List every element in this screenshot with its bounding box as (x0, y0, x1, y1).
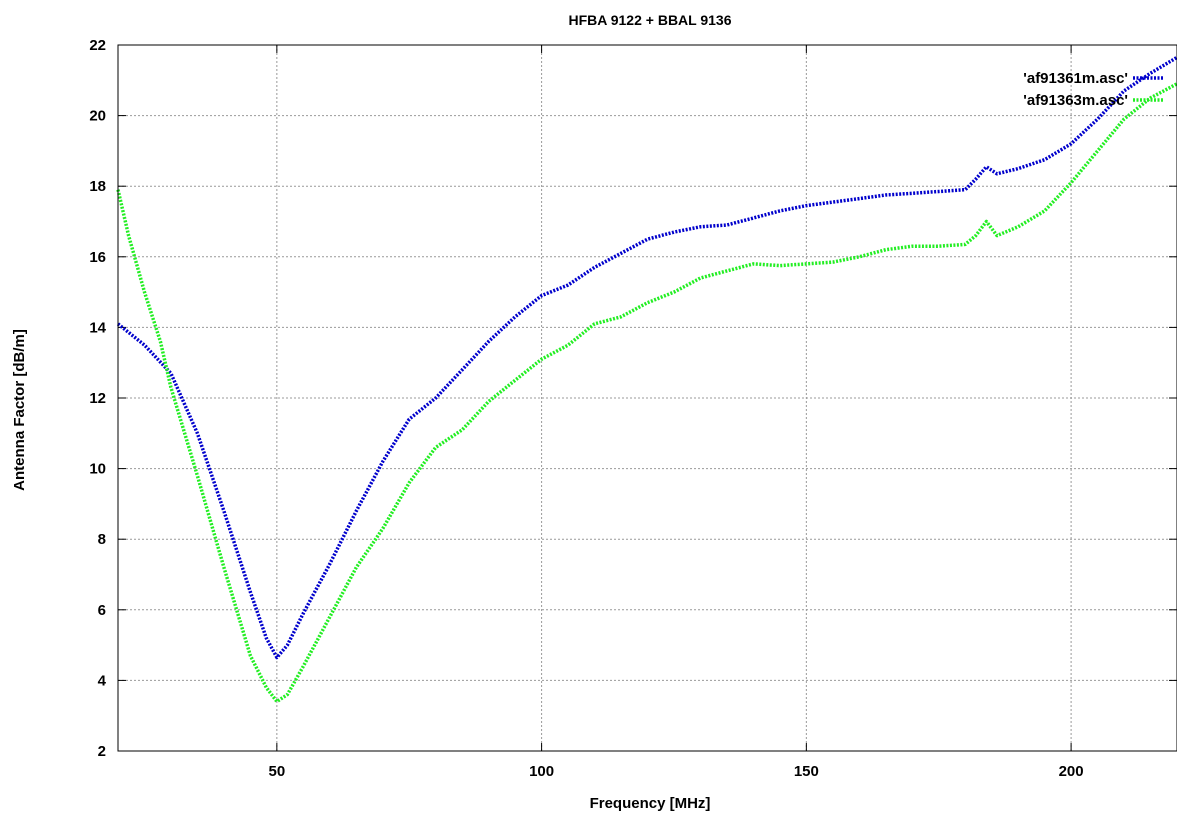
y-tick-label: 2 (98, 743, 106, 760)
x-axis-label: Frequency [MHz] (590, 795, 711, 812)
y-tick-label: 6 (98, 602, 106, 619)
y-tick-label: 22 (89, 37, 106, 54)
chart-title: HFBA 9122 + BBAL 9136 (568, 12, 731, 28)
y-tick-label: 14 (89, 319, 106, 336)
series-line-2 (116, 82, 1177, 704)
y-tick-label: 4 (98, 672, 107, 689)
legend: 'af91361m.asc' 'af91363m.asc' (1023, 70, 1163, 109)
legend-label-2: 'af91363m.asc' (1023, 92, 1128, 109)
y-tick-label: 18 (89, 178, 106, 195)
plot-frame (117, 44, 1177, 752)
x-tick-label: 100 (529, 763, 554, 780)
series-group (116, 55, 1177, 704)
x-tick-label: 150 (794, 763, 819, 780)
x-tick-label: 200 (1059, 763, 1084, 780)
x-tick-label: 50 (269, 763, 286, 780)
series-line-1 (116, 55, 1177, 660)
y-tick-labels: 2 4 6 8 10 12 14 16 18 20 22 (89, 37, 106, 760)
y-tick-label: 8 (98, 531, 106, 548)
legend-label-1: 'af91361m.asc' (1023, 70, 1128, 87)
y-axis-label: Antenna Factor [dB/m] (11, 329, 28, 491)
y-tick-label: 16 (89, 249, 106, 266)
x-tick-labels: 50 100 150 200 (269, 763, 1084, 780)
y-tick-label: 20 (89, 108, 106, 125)
grid (118, 44, 1177, 752)
y-tick-label: 12 (89, 390, 106, 407)
y-tick-label: 10 (89, 461, 106, 478)
